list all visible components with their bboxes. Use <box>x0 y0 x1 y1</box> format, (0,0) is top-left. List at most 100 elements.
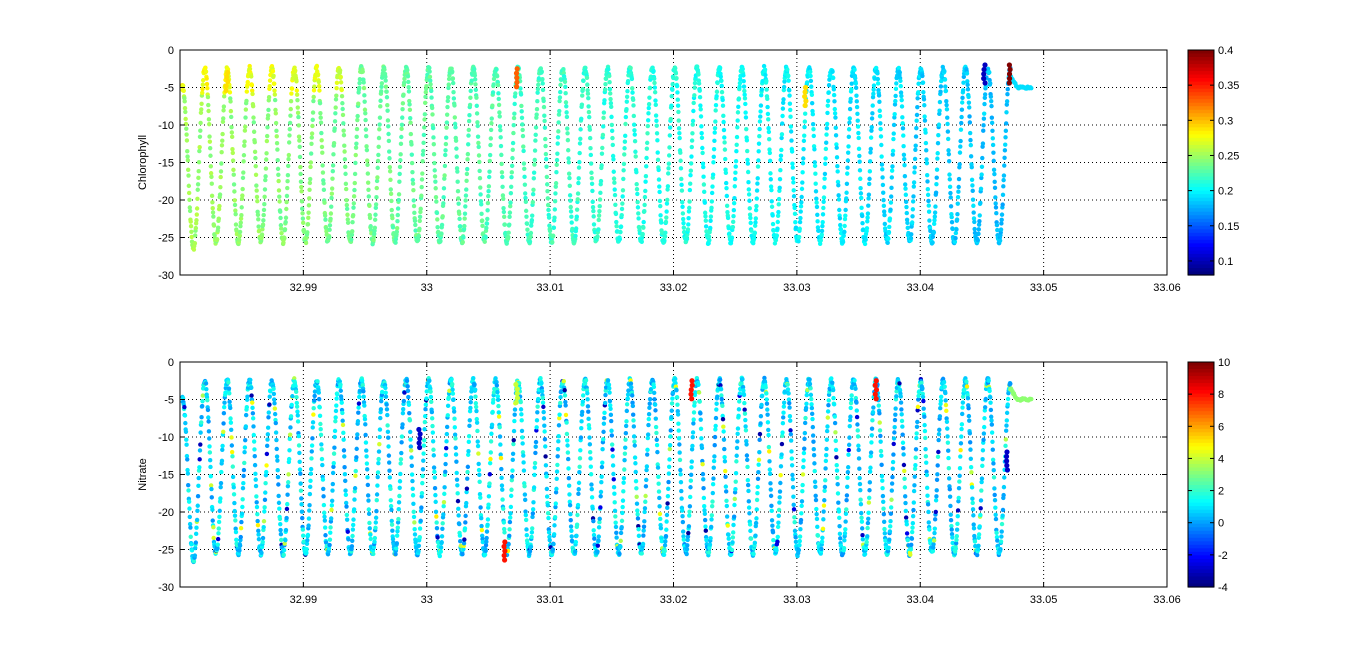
data-point <box>769 199 774 204</box>
data-point <box>278 532 284 537</box>
data-point <box>677 442 682 447</box>
data-point <box>299 189 304 194</box>
data-point <box>567 193 573 198</box>
data-point <box>866 500 872 505</box>
data-point <box>868 146 873 152</box>
data-point <box>333 111 338 116</box>
data-point <box>775 213 781 219</box>
colorbar-swatch <box>1188 148 1214 153</box>
data-point <box>855 111 860 116</box>
data-point <box>782 79 787 84</box>
data-point <box>982 101 987 107</box>
data-point <box>221 421 226 426</box>
data-point <box>747 511 752 516</box>
data-point <box>441 504 446 509</box>
data-point <box>385 118 391 123</box>
data-point <box>807 377 812 382</box>
data-point <box>596 534 601 539</box>
data-point <box>766 427 771 433</box>
data-point <box>889 185 894 191</box>
data-point <box>351 517 356 522</box>
colorbar-tick-label: 0.35 <box>1218 80 1239 92</box>
data-point <box>597 208 602 214</box>
data-point <box>958 127 964 132</box>
data-point <box>834 145 839 150</box>
data-point <box>501 214 507 219</box>
data-point <box>294 400 300 406</box>
data-point <box>539 69 544 74</box>
data-point <box>422 112 428 117</box>
data-point <box>935 140 941 146</box>
data-point <box>575 512 580 518</box>
data-point <box>373 212 378 217</box>
data-point <box>698 426 704 432</box>
data-point <box>285 185 290 191</box>
y-tick-label: -25 <box>158 233 174 245</box>
data-point <box>279 537 284 543</box>
data-point <box>238 526 244 531</box>
data-point <box>454 470 459 476</box>
data-point <box>609 104 614 110</box>
data-point <box>310 420 316 425</box>
data-point <box>396 507 401 512</box>
data-point <box>790 161 795 166</box>
data-point <box>310 123 315 129</box>
data-point <box>836 509 842 514</box>
data-point <box>386 444 391 449</box>
data-point <box>992 179 997 184</box>
highlight-point <box>224 69 231 76</box>
data-point <box>296 433 301 439</box>
data-point <box>195 503 200 508</box>
data-point <box>674 75 679 81</box>
data-point <box>479 218 485 223</box>
data-point <box>229 114 234 120</box>
data-point <box>276 188 282 193</box>
data-point <box>499 475 504 481</box>
data-point <box>532 472 537 478</box>
data-point <box>814 516 820 522</box>
data-point <box>354 134 359 140</box>
data-point <box>733 470 739 476</box>
data-point <box>523 509 528 514</box>
data-point <box>273 107 278 113</box>
data-point <box>830 380 835 385</box>
data-point <box>320 150 325 155</box>
data-point <box>395 206 401 211</box>
data-point <box>677 135 682 141</box>
data-point <box>387 156 392 161</box>
data-point <box>775 219 780 225</box>
data-point <box>602 98 607 103</box>
data-point <box>266 415 271 420</box>
data-point <box>451 397 456 402</box>
data-point <box>530 514 535 520</box>
data-point <box>240 193 245 198</box>
data-point <box>522 484 527 489</box>
data-point <box>418 518 423 524</box>
data-point <box>219 161 224 166</box>
data-point <box>349 232 355 238</box>
data-point <box>322 514 327 519</box>
data-point <box>567 492 572 497</box>
data-point <box>556 129 561 134</box>
data-point <box>568 198 573 203</box>
data-point <box>564 114 570 120</box>
data-point <box>243 412 249 418</box>
data-point <box>238 534 243 540</box>
data-point <box>696 390 702 395</box>
data-point <box>619 206 625 212</box>
data-point <box>745 161 751 166</box>
data-point <box>401 398 407 404</box>
data-point <box>887 216 893 221</box>
data-point <box>667 125 673 130</box>
data-point <box>333 419 338 424</box>
data-point <box>289 86 295 91</box>
data-point <box>454 477 460 482</box>
data-point <box>434 210 440 216</box>
data-point <box>926 203 931 208</box>
data-point <box>797 219 803 225</box>
data-point <box>527 549 533 554</box>
data-point <box>346 537 351 542</box>
highlight-point <box>225 78 231 85</box>
data-point <box>368 224 373 229</box>
data-point <box>377 127 382 132</box>
